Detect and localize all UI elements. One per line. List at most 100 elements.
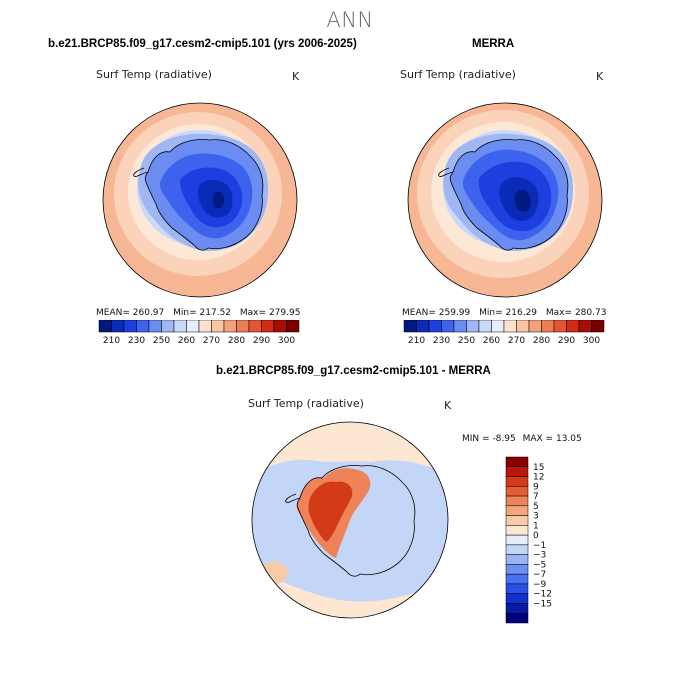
map-coastline (449, 139, 569, 251)
diff-colorbar-box (505, 466, 529, 477)
diff-min-label: MIN = (462, 434, 490, 444)
diff-colorbar-tick-label: 1 (533, 521, 539, 531)
map-coastline (296, 465, 416, 577)
model-max-label: Max= (239, 308, 267, 318)
diff-min-value: -8.95 (492, 434, 516, 444)
obs-mean-value: 259.99 (438, 308, 471, 318)
map-diff-land-hot (308, 481, 353, 542)
model-min-value: 217.52 (199, 308, 232, 318)
model-colorbar-box (286, 320, 300, 333)
diff-colorbar-box (505, 583, 529, 594)
model-colorbar-box (211, 320, 225, 333)
model-colorbar-box (223, 320, 237, 333)
diff-max-value: 13.05 (555, 434, 582, 444)
model-mean-label: MEAN= (96, 308, 130, 318)
model-colorbar-box (198, 320, 212, 333)
obs-colorbar-box (516, 320, 530, 333)
model-stats: MEAN= 260.97 Min= 217.52 Max= 279.95 (96, 308, 300, 318)
obs-colorbar-tick-label: 280 (533, 336, 550, 346)
model-colorbar-box (273, 320, 287, 333)
obs-colorbar: 210 230 250 260 270 280 290 300 (403, 320, 605, 346)
model-max-value: 279.95 (268, 308, 301, 318)
obs-max-label: Max= (545, 308, 573, 318)
obs-colorbar-tick-label: 300 (583, 336, 600, 346)
diff-colorbar-tick-label: 3 (533, 512, 539, 522)
diff-colorbar-box (505, 603, 529, 614)
model-colorbar-tick-label: 270 (203, 336, 220, 346)
model-colorbar-box (136, 320, 150, 333)
season-title: ANN (326, 8, 374, 32)
model-colorbar-tick-label: 260 (178, 336, 195, 346)
map-peninsula (438, 167, 454, 177)
diff-colorbar-box (505, 515, 529, 526)
model-mean-value: 260.97 (132, 308, 165, 318)
diff-colorbar-box (505, 495, 529, 507)
obs-colorbar-box (428, 320, 442, 333)
model-variable-label: Surf Temp (radiative) (96, 68, 212, 81)
obs-colorbar-tick-label: 290 (558, 336, 575, 346)
diff-max-label: MAX = (522, 434, 554, 444)
model-units-label: K (292, 70, 300, 83)
model-colorbar-box (123, 320, 137, 333)
diff-colorbar-tick-label: −3 (533, 551, 546, 561)
model-colorbar-box (186, 320, 200, 333)
obs-variable-label: Surf Temp (radiative) (400, 68, 516, 81)
model-colorbar-box (111, 320, 125, 333)
model-colorbar-tick-label: 210 (103, 336, 120, 346)
obs-colorbar-box (541, 320, 555, 333)
obs-colorbar-box (528, 320, 542, 333)
diff-colorbar-box (505, 476, 529, 487)
obs-colorbar-tick-label: 270 (508, 336, 525, 346)
obs-colorbar-box (591, 320, 605, 333)
model-min-label: Min= (173, 308, 197, 318)
diff-colorbar-tick-label: −15 (533, 599, 552, 609)
diff-colorbar-tick-label: −12 (533, 590, 552, 600)
map-peninsula (133, 167, 149, 177)
obs-colorbar-box (403, 320, 417, 333)
map-coastline (144, 139, 264, 251)
diff-colorbar-box (505, 544, 529, 555)
diff-colorbar-tick-label: 9 (533, 482, 539, 492)
diff-colorbar-tick-label: 0 (533, 531, 539, 541)
diff-polar-map (251, 421, 449, 619)
model-colorbar-tick-label: 300 (278, 336, 295, 346)
model-colorbar-tick-label: 290 (253, 336, 270, 346)
diff-colorbar-box (505, 573, 529, 585)
obs-colorbar-box (466, 320, 480, 333)
obs-colorbar-tick-label: 230 (433, 336, 450, 346)
obs-colorbar-box (416, 320, 430, 333)
model-colorbar: 210 230 250 260 270 280 290 300 (98, 320, 300, 346)
obs-colorbar-box (503, 320, 517, 333)
diff-case-title: b.e21.BRCP85.f09_g17.cesm2-cmip5.101 - M… (216, 365, 491, 377)
obs-colorbar-tick-label: 250 (458, 336, 475, 346)
obs-stats: MEAN= 259.99 Min= 216.29 Max= 280.73 (402, 308, 606, 318)
diff-colorbar-box (505, 564, 529, 575)
diff-stats: MIN = -8.95 MAX = 13.05 (462, 434, 582, 444)
obs-min-label: Min= (479, 308, 503, 318)
model-colorbar-box (248, 320, 262, 333)
model-colorbar-tick-label: 250 (153, 336, 170, 346)
model-colorbar-tick-label: 230 (128, 336, 145, 346)
obs-colorbar-box (453, 320, 467, 333)
diff-colorbar-box (505, 554, 529, 565)
diff-colorbar-tick-label: 7 (533, 492, 539, 502)
model-case-title: b.e21.BRCP85.f09_g17.cesm2-cmip5.101 (yr… (48, 38, 357, 50)
diff-colorbar-tick-label: 15 (533, 463, 544, 473)
model-colorbar-box (173, 320, 187, 333)
model-colorbar-box (148, 320, 162, 333)
model-polar-map (102, 102, 298, 298)
obs-colorbar-box (566, 320, 580, 333)
obs-colorbar-tick-label: 260 (483, 336, 500, 346)
obs-case-title: MERRA (472, 38, 515, 50)
diff-units-label: K (444, 399, 452, 412)
obs-colorbar-box (578, 320, 592, 333)
diff-colorbar-box (505, 505, 529, 516)
map-peninsula (285, 493, 301, 503)
obs-polar-map (407, 102, 603, 298)
obs-units-label: K (596, 70, 604, 83)
obs-colorbar-tick-label: 210 (408, 336, 425, 346)
model-colorbar-tick-label: 280 (228, 336, 245, 346)
diff-colorbar-tick-label: −1 (533, 541, 546, 551)
